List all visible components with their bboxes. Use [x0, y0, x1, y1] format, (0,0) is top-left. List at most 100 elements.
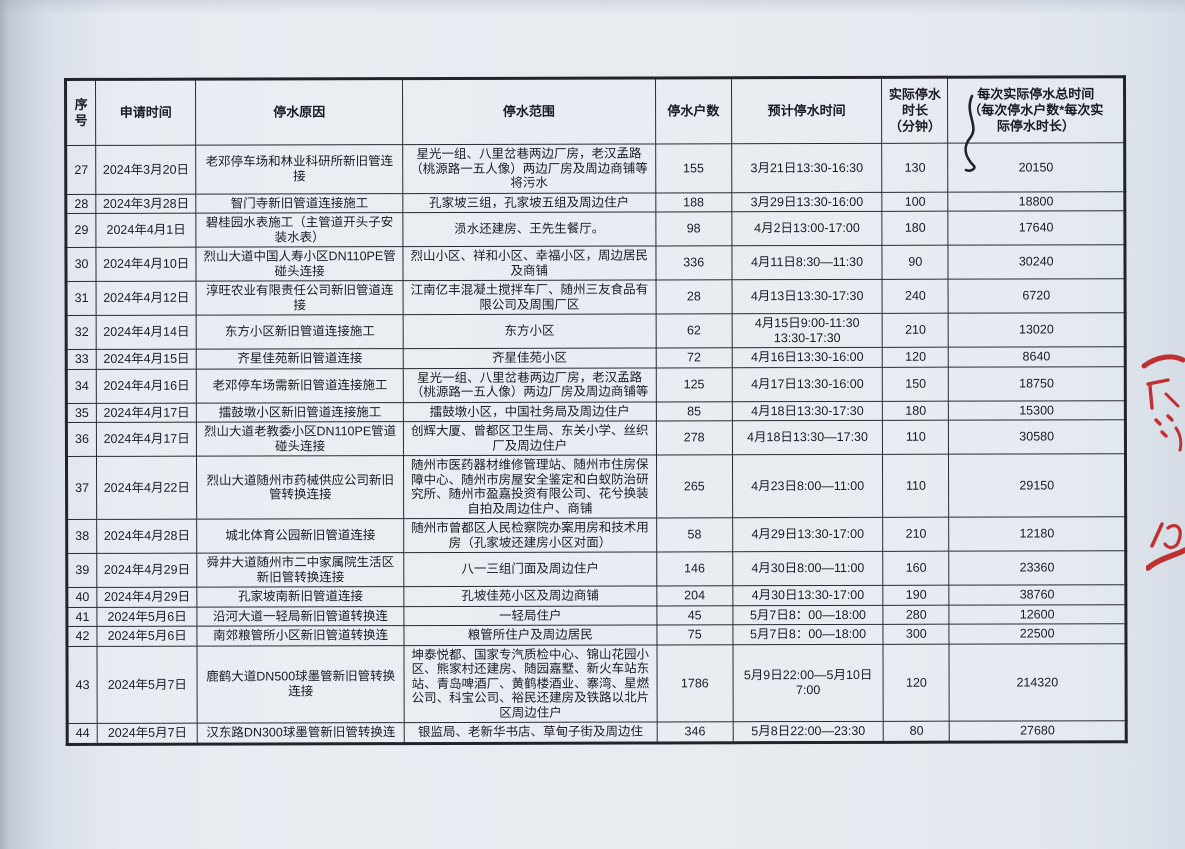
cell-total-time: 30240 [948, 244, 1126, 280]
cell-actual-duration: 80 [883, 721, 950, 742]
col-header-planned-time: 预计停水时间 [731, 77, 882, 144]
cell-reason: 淳旺农业有限责任公司新旧管道连接 [196, 280, 404, 316]
cell-apply-date: 2024年5月6日 [97, 626, 198, 646]
cell-scope: 齐星佳苑小区 [403, 347, 656, 369]
cell-apply-date: 2024年5月6日 [96, 606, 198, 627]
table-row: 37 2024年4月22日 烈山大道随州市药械供应公司新旧管转换连接 随州市医药… [66, 453, 1126, 520]
cell-scope: 随州市医药器材维修管理站、随州市住房保障中心、随州市房屋安全鉴定和白蚁防治研究所… [403, 454, 657, 519]
cell-reason: 东方小区新旧管道连接施工 [196, 314, 404, 350]
cell-serial: 34 [66, 368, 97, 403]
cell-reason: 城北体育公园新旧管道连接 [197, 518, 404, 554]
cell-planned-time: 4月30日13:30-17:00 [732, 585, 884, 606]
cell-planned-time: 3月21日13:30-16:30 [731, 143, 883, 193]
cell-apply-date: 2024年4月22日 [96, 456, 198, 520]
outage-table-region: 序号 申请时间 停水原因 停水范围 停水户数 预计停水时间 实际停水 时长 （分… [64, 75, 1128, 746]
cell-actual-duration: 150 [882, 366, 949, 401]
cell-apply-date: 2024年4月29日 [96, 587, 198, 607]
cell-scope: 八一三组门面及周边住户 [403, 551, 657, 587]
cell-scope: 一轻局住户 [403, 605, 657, 626]
cell-total-time: 20150 [948, 142, 1125, 192]
cell-planned-time: 4月18日13:30-17:30 [732, 400, 883, 421]
cell-reason: 孔家坡南新旧管道连接 [197, 586, 404, 607]
table-body: 27 2024年3月20日 老邓停车场和林业科研所新旧管连接 星光一组、八里岔巷… [65, 142, 1127, 744]
header-row: 序号 申请时间 停水原因 停水范围 停水户数 预计停水时间 实际停水 时长 （分… [65, 76, 1125, 146]
cell-scope: 坤泰悦都、国家专汽质检中心、锦山花园小区、熊家村还建房、随园嘉墅、新火车站东站、… [403, 644, 657, 723]
cell-actual-duration: 110 [882, 454, 950, 518]
cell-households: 1786 [656, 644, 734, 722]
cell-planned-time: 4月23日8:00—11:00 [732, 454, 883, 518]
cell-actual-duration: 210 [882, 517, 950, 552]
handwritten-red-mark-upper-icon [1141, 354, 1185, 452]
cell-scope: 孔坡佳苑小区及周边商铺 [403, 585, 657, 607]
table-header: 序号 申请时间 停水原因 停水范围 停水户数 预计停水时间 实际停水 时长 （分… [65, 76, 1125, 146]
cell-apply-date: 2024年3月20日 [95, 145, 197, 194]
cell-households: 155 [655, 143, 732, 193]
cell-scope: 创辉大厦、曾都区卫生局、东关小学、丝织厂及周边住户 [403, 420, 657, 456]
cell-scope: 江南亿丰混凝土搅拌车厂、随州三友食品有限公司及周围厂区 [402, 279, 656, 315]
table-row: 44 2024年5月7日 汉东路DN300球墨管新旧管转换连 银监局、老新华书店… [67, 720, 1127, 744]
cell-reason: 齐星佳苑新旧管道连接 [196, 348, 404, 369]
table-row: 30 2024年4月10日 烈山大道中国人寿小区DN110PE管碰头连接 烈山小… [65, 244, 1126, 282]
cell-scope: 东方小区 [403, 313, 656, 349]
cell-total-time: 18750 [948, 366, 1126, 401]
cell-apply-date: 2024年4月14日 [96, 315, 197, 350]
cell-households: 125 [655, 367, 733, 402]
cell-apply-date: 2024年4月28日 [96, 519, 198, 554]
col-header-actual-duration: 实际停水 时长 （分钟） [881, 77, 949, 144]
cell-planned-time: 3月29日13:30-16:00 [731, 191, 883, 212]
cell-planned-time: 4月18日13:30—17:30 [732, 420, 883, 455]
cell-households: 85 [655, 401, 733, 421]
cell-total-time: 8640 [948, 346, 1126, 367]
cell-reason: 老邓停车场和林业科研所新旧管连接 [196, 144, 403, 194]
cell-reason: 鹿鹤大道DN500球墨管新旧管转换连接 [197, 645, 405, 724]
cell-households: 346 [656, 721, 734, 743]
table-row: 29 2024年4月1日 碧桂园水表施工（主管道开头子安装水表） 涢水还建房、王… [65, 210, 1125, 248]
cell-households: 58 [656, 517, 733, 552]
cell-reason: 舜井大道随州市二中家属院生活区新旧管转换连接 [197, 552, 404, 588]
cell-actual-duration: 280 [883, 604, 950, 625]
cell-serial: 31 [66, 281, 97, 316]
cell-serial: 35 [66, 402, 97, 423]
col-header-scope: 停水范围 [402, 77, 656, 145]
cell-planned-time: 4月15日9:00-11:30 13:30-17:30 [731, 313, 883, 348]
cell-serial: 39 [66, 553, 97, 588]
cell-planned-time: 5月7日8：00—18:00 [732, 624, 884, 645]
cell-reason: 智门寺新旧管道连接施工 [196, 193, 403, 214]
cell-total-time: 214320 [949, 643, 1127, 722]
cell-scope: 擂鼓墩小区，中国社务局及周边住户 [403, 401, 657, 422]
handwritten-red-mark-lower-icon [1146, 522, 1185, 571]
cell-planned-time: 4月11日8:30—11:30 [731, 245, 883, 280]
table-row: 36 2024年4月17日 烈山大道老教委小区DN110PE管道碰头连接 创辉大… [66, 419, 1126, 457]
cell-planned-time: 5月7日8：00—18:00 [732, 604, 884, 625]
cell-serial: 43 [66, 645, 98, 724]
cell-serial: 32 [66, 315, 97, 350]
table-row: 31 2024年4月12日 淳旺农业有限责任公司新旧管道连接 江南亿丰混凝土搅拌… [66, 278, 1126, 316]
col-header-apply-date: 申请时间 [95, 79, 197, 146]
cell-serial: 42 [66, 626, 98, 646]
cell-scope: 粮管所住户及周边居民 [403, 624, 657, 646]
cell-households: 146 [656, 551, 733, 586]
cell-serial: 41 [66, 606, 98, 627]
cell-actual-duration: 190 [883, 585, 950, 605]
cell-actual-duration: 300 [883, 624, 950, 644]
cell-reason: 烈山大道随州市药械供应公司新旧管转换连接 [196, 455, 404, 520]
cell-reason: 擂鼓墩小区新旧管道连接施工 [196, 402, 404, 423]
cell-apply-date: 2024年4月17日 [96, 402, 197, 423]
cell-planned-time: 5月9日22:00—5月10日 7:00 [732, 643, 884, 722]
cell-actual-duration: 180 [882, 400, 949, 421]
col-header-reason: 停水原因 [195, 78, 403, 146]
water-outage-table: 序号 申请时间 停水原因 停水范围 停水户数 预计停水时间 实际停水 时长 （分… [64, 75, 1128, 746]
cell-scope: 随州市曾都区人民检察院办案用房和技术用房（孔家坡还建房小区对面） [403, 517, 657, 553]
cell-apply-date: 2024年4月10日 [96, 247, 197, 282]
cell-apply-date: 2024年5月7日 [97, 645, 198, 724]
cell-actual-duration: 120 [883, 643, 950, 722]
cell-households: 204 [656, 585, 733, 606]
col-header-households: 停水户数 [655, 77, 732, 144]
cell-total-time: 15300 [948, 400, 1126, 421]
cell-households: 45 [656, 605, 733, 625]
cell-total-time: 17640 [948, 210, 1125, 246]
cell-total-time: 23360 [949, 550, 1126, 586]
cell-total-time: 30580 [948, 419, 1126, 455]
cell-households: 265 [656, 454, 733, 518]
cell-actual-duration: 240 [882, 279, 949, 314]
